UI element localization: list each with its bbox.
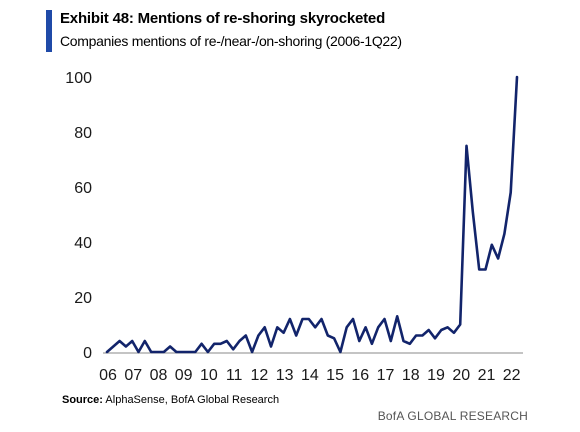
source-label: Source: (62, 394, 103, 406)
x-tick-label: 16 (351, 367, 369, 384)
series-line (105, 75, 519, 354)
x-tick-label: 07 (124, 367, 142, 384)
y-tick-label: 20 (74, 290, 92, 307)
y-tick-label: 0 (83, 345, 92, 362)
y-axis-ticks: 0 20 40 60 80 100 (65, 70, 92, 362)
y-tick-label: 60 (74, 180, 92, 197)
x-tick-label: 09 (175, 367, 193, 384)
brand-footer: BofA GLOBAL RESEARCH (377, 409, 528, 423)
x-tick-label: 11 (226, 367, 243, 384)
x-tick-label: 14 (301, 367, 319, 384)
source-text: AlphaSense, BofA Global Research (105, 394, 280, 406)
y-tick-label: 100 (65, 70, 92, 87)
x-tick-label: 20 (452, 367, 470, 384)
x-tick-label: 21 (478, 367, 496, 384)
chart-title: Exhibit 48: Mentions of re-shoring skyro… (60, 10, 386, 27)
x-tick-label: 17 (377, 367, 395, 384)
accent-bar (46, 10, 52, 52)
chart-subtitle: Companies mentions of re-/near-/on-shori… (60, 33, 402, 49)
x-tick-label: 18 (402, 367, 420, 384)
x-tick-label: 15 (326, 367, 344, 384)
x-tick-label: 06 (99, 367, 117, 384)
x-tick-label: 13 (276, 367, 294, 384)
y-tick-label: 80 (74, 125, 92, 142)
x-tick-label: 19 (427, 367, 445, 384)
x-tick-label: 08 (150, 367, 168, 384)
x-tick-label: 12 (250, 367, 268, 384)
x-axis-ticks: 06 07 08 09 10 11 12 13 14 15 16 17 18 19 20 21 22 (99, 367, 521, 384)
y-tick-label: 40 (74, 235, 92, 252)
x-tick-label: 10 (200, 367, 218, 384)
source-note: Source: AlphaSense, BofA Global Research (62, 394, 279, 406)
x-tick-label: 22 (503, 367, 521, 384)
